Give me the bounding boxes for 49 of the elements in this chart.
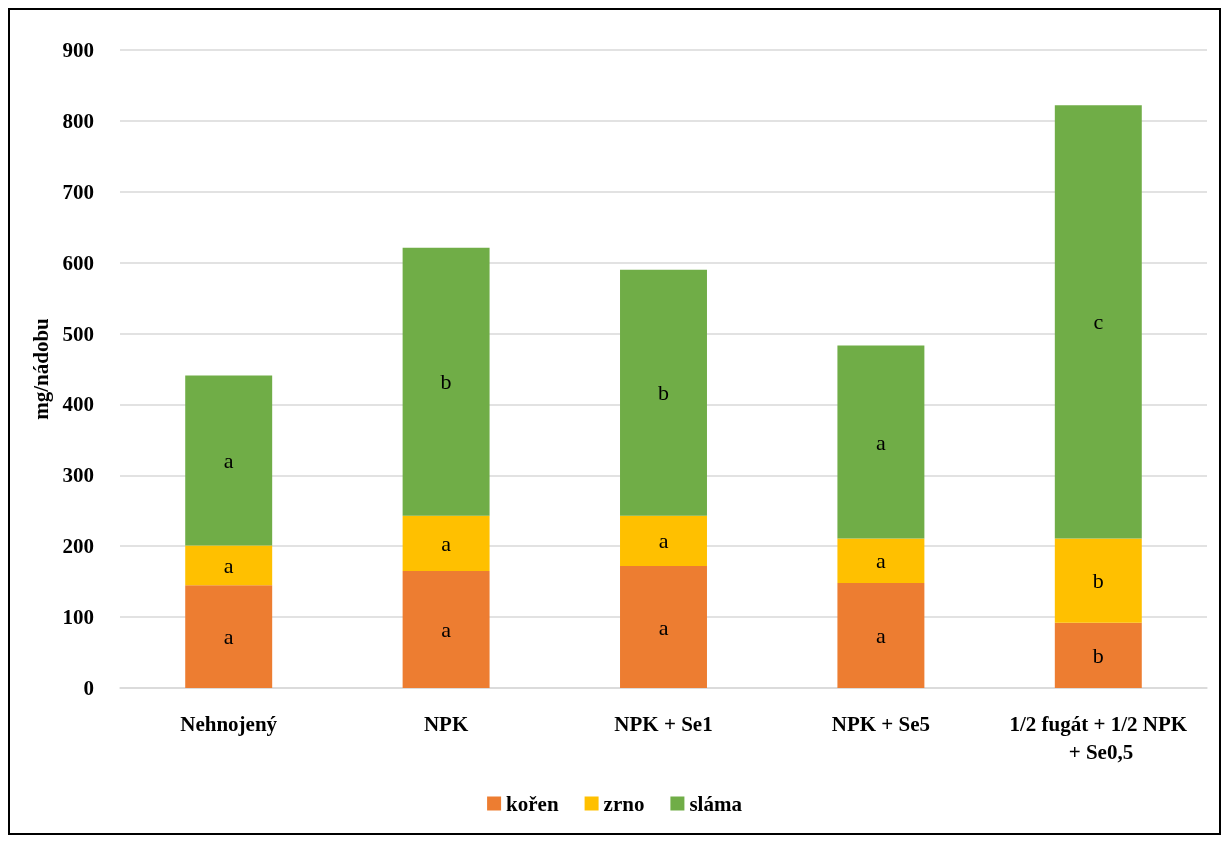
y-tick-label: 300	[62, 463, 94, 488]
data-label: a	[441, 530, 452, 556]
data-label: a	[876, 548, 887, 574]
data-label: b	[1092, 642, 1104, 668]
data-label: b	[1092, 568, 1104, 594]
bar	[837, 345, 925, 539]
data-label: a	[223, 552, 234, 578]
data-label: a	[223, 624, 234, 650]
y-tick-label: 900	[62, 38, 94, 62]
data-label: a	[441, 617, 452, 643]
data-label: a	[658, 528, 669, 554]
x-tick-label: NPK	[423, 712, 469, 736]
x-tick-label: NPK + Se1	[614, 712, 713, 736]
y-tick-label: 800	[62, 108, 94, 133]
y-tick-label: 200	[62, 534, 94, 559]
legend-label: zrno	[603, 791, 645, 816]
data-label: a	[658, 614, 669, 640]
bar	[620, 566, 707, 688]
bar	[185, 585, 273, 688]
x-tick-label: NPK + Se5	[831, 712, 931, 736]
data-label: a	[876, 623, 887, 649]
bar	[620, 515, 707, 567]
bar	[185, 375, 273, 546]
y-tick-label: 100	[62, 605, 94, 630]
x-tick-label: Nehnojený	[180, 712, 278, 736]
data-label: a	[223, 447, 234, 473]
y-tick-label: 500	[62, 321, 94, 346]
x-tick-label: 1/2 fugát + 1/2 NPK + Se0,5	[1009, 712, 1188, 764]
y-axis-title: mg/nádobu	[29, 317, 54, 420]
bar	[402, 247, 490, 516]
bar	[1054, 622, 1142, 688]
y-tick-label: 600	[62, 250, 94, 275]
y-tick-label: 400	[62, 392, 94, 417]
bar	[185, 545, 273, 586]
data-label: a	[876, 429, 887, 455]
bar	[1054, 538, 1142, 623]
y-tick-label: 700	[62, 179, 94, 204]
legend-label: kořen	[506, 791, 559, 816]
bar	[620, 269, 707, 516]
data-label: b	[658, 380, 669, 406]
y-tick-label: 0	[83, 676, 94, 700]
data-label: b	[440, 369, 452, 395]
bar	[402, 571, 490, 688]
legend-label: sláma	[689, 791, 743, 816]
bar	[1054, 105, 1142, 539]
bar	[402, 515, 490, 572]
data-label: c	[1093, 309, 1104, 335]
bar	[837, 583, 925, 688]
bar	[837, 538, 925, 584]
